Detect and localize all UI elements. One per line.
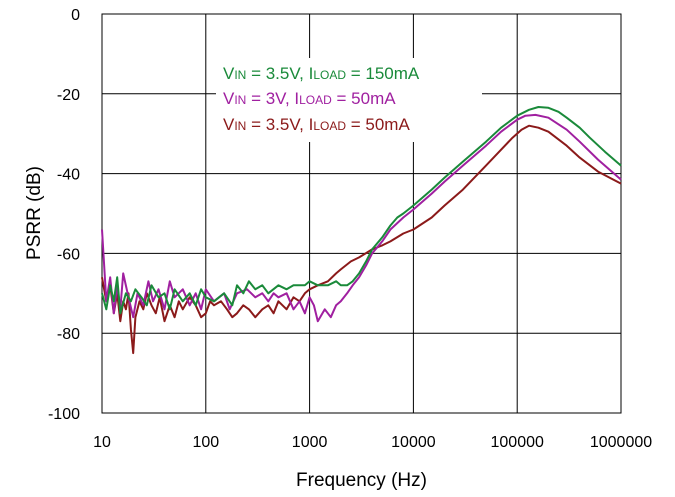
legend-text-part: = 3V, I	[246, 89, 299, 108]
legend-entry: VIN = 3.5V, ILOAD = 150mA	[223, 64, 420, 83]
x-tick-label: 1000	[292, 434, 328, 451]
legend-entry: VIN = 3V, ILOAD = 50mA	[223, 89, 396, 108]
legend-text-part: = 50mA	[346, 115, 410, 134]
legend-subscript: IN	[234, 119, 246, 133]
legend-text-part: V	[223, 115, 235, 134]
y-axis-title: PSRR (dB)	[24, 166, 45, 260]
y-tick-label: -40	[57, 167, 80, 184]
legend-entry: VIN = 3.5V, ILOAD = 50mA	[223, 115, 410, 134]
x-tick-label: 100000	[491, 434, 544, 451]
x-axis-title: Frequency (Hz)	[296, 470, 427, 491]
legend-subscript: IN	[234, 68, 246, 82]
legend-text-part: = 3.5V, I	[246, 115, 313, 134]
legend-text-part: V	[223, 64, 235, 83]
legend-subscript: LOAD	[313, 68, 346, 82]
y-tick-labels: 0 -20 -40 -60 -80 -100	[48, 7, 80, 423]
y-tick-label: -80	[57, 326, 80, 343]
plot-border	[101, 13, 622, 414]
legend-subscript: LOAD	[299, 93, 332, 107]
x-tick-label: 10	[93, 434, 111, 451]
y-tick-label: -20	[57, 87, 80, 104]
y-tick-label: -60	[57, 246, 80, 263]
legend-text-part: V	[223, 89, 235, 108]
series-lines	[101, 106, 622, 355]
x-tick-label: 10000	[391, 434, 436, 451]
legend-text-part: = 150mA	[346, 64, 420, 83]
x-tick-label: 100	[192, 434, 219, 451]
series-line-3v5-150ma	[101, 106, 622, 315]
y-tick-label: -100	[48, 406, 80, 423]
series-line-3v5-50ma	[101, 124, 622, 355]
x-tick-labels: 10 100 1000 10000 100000 1000000	[93, 434, 652, 451]
legend-background	[216, 58, 482, 142]
legend-text-part: = 50mA	[332, 89, 396, 108]
legend-subscript: IN	[234, 93, 246, 107]
y-tick-label: 0	[71, 7, 80, 24]
series-line-3v-50ma	[101, 113, 622, 323]
x-tick-label: 1000000	[590, 434, 652, 451]
legend-text-part: = 3.5V, I	[246, 64, 313, 83]
legend-subscript: LOAD	[313, 119, 346, 133]
